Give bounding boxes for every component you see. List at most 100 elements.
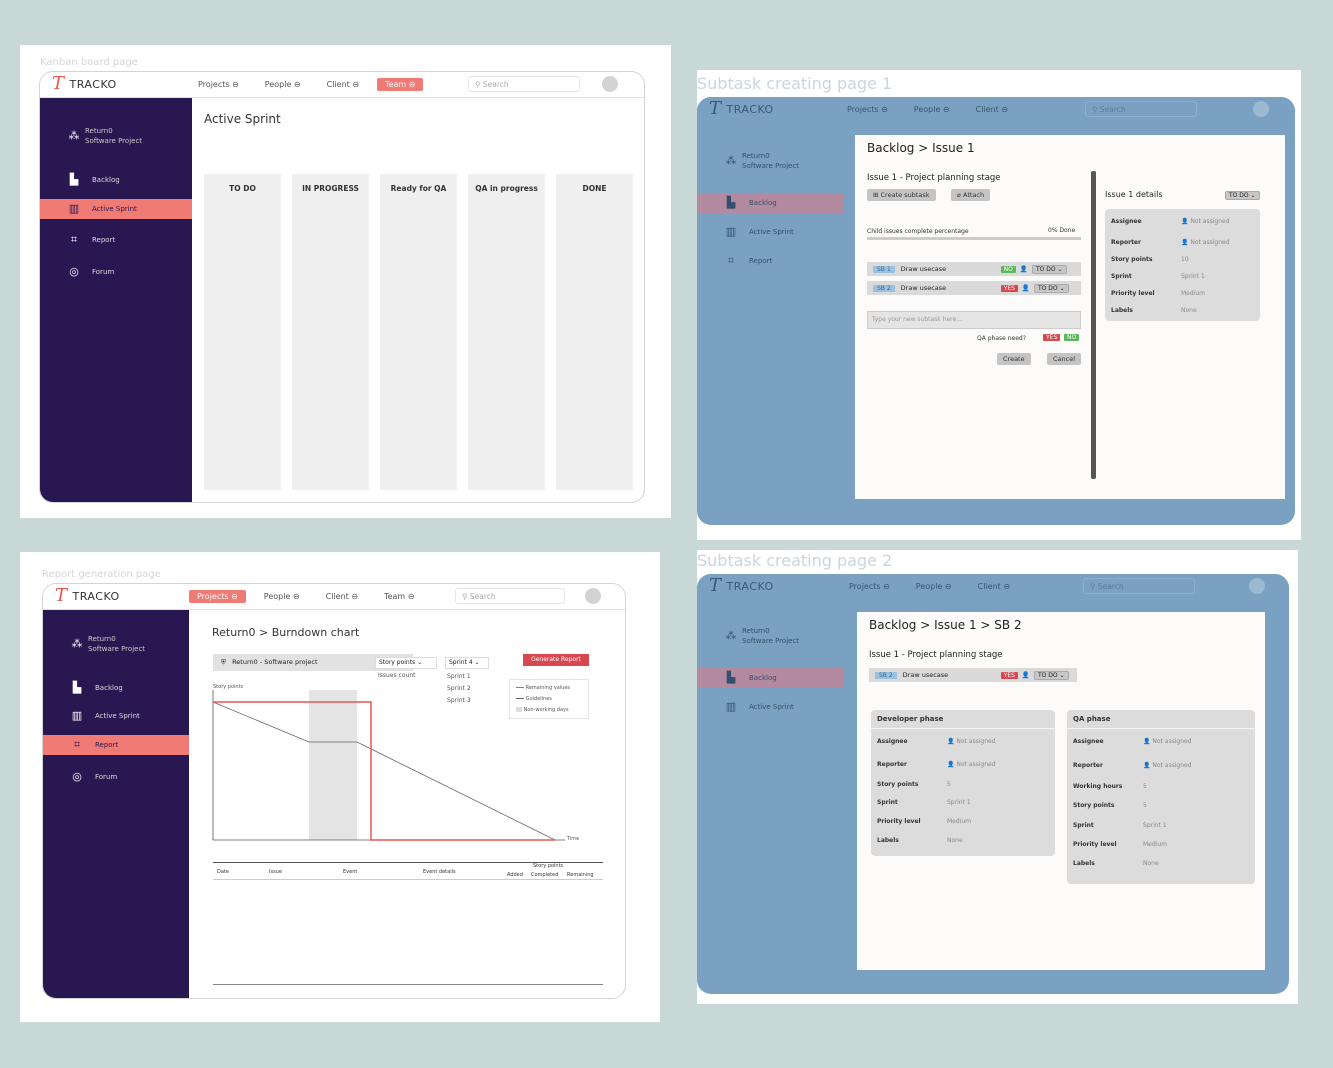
nav-client[interactable]: Client ⊖ [325,592,359,601]
sidebar-item-forum[interactable]: ◎ Forum [72,770,118,783]
issue-title: Issue 1 - Project planning stage [869,650,1003,660]
top-bar: T TRACKO Projects ⊖ People ⊖ Client ⊖ Tea… [40,72,644,98]
create-button[interactable]: Create [997,353,1031,365]
app-window: T TRACKO Projects ⊖ People ⊖ Client ⊖ ⚲ S… [697,97,1295,525]
sidebar-item-active-sprint[interactable]: ▥ Active Sprint [71,709,140,722]
column-done[interactable]: DONE [556,174,633,490]
col-completed: Completed [531,872,559,878]
sidebar-item-active-sprint[interactable]: ▥ Active Sprint [40,199,192,219]
main-nav: Projects ⊖ People ⊖ Client ⊖ [839,103,1026,116]
project-info: ⁂ Return0 Software Project [71,635,146,653]
nav-people[interactable]: People ⊖ [915,582,952,591]
nav-projects[interactable]: Projects ⊖ [849,582,890,591]
column-in-progress[interactable]: IN PROGRESS [292,174,369,490]
subtask-row[interactable]: SB 2 Draw usecase YES 👤 TO DO ⌄ [869,668,1077,682]
search-input[interactable]: ⚲ Search [1085,101,1197,117]
sidebar-item-active-sprint[interactable]: ▥ Active Sprint [725,225,794,238]
qa-no-button[interactable]: NO [1064,334,1080,341]
nav-team[interactable]: Team ⊖ [384,592,415,601]
avatar[interactable] [602,76,618,92]
app-window: T TRACKO Projects ⊖ People ⊖ Client ⊖ ⚲ S… [697,574,1289,994]
nav-people[interactable]: People ⊖ [263,592,300,601]
project-info: ⁂ Return0 Software Project [68,127,143,145]
status-dropdown[interactable]: TO DO ⌄ [1034,283,1069,293]
cancel-button[interactable]: Cancel [1047,353,1082,365]
details-status-dropdown[interactable]: TO DO ⌄ [1225,191,1260,200]
nav-people[interactable]: People ⊖ [264,80,301,89]
logo: T TRACKO [52,73,117,94]
metric-option[interactable]: Issues count [378,672,416,679]
report-icon: ⌗ [73,738,81,751]
nav-client[interactable]: Client ⊖ [977,582,1011,591]
qa-phase-title: QA phase [1067,710,1255,729]
generate-report-button[interactable]: Generate Report [523,654,589,666]
nav-projects[interactable]: Projects ⊖ [847,105,888,114]
detail-assignee: Assignee 👤 Not assigned [1111,218,1230,225]
project-select[interactable]: ⛨ Return0 - Software project [213,654,413,671]
subtask-row[interactable]: SB 2 Draw usecase YES 👤 TO DO ⌄ [867,281,1081,295]
column-todo[interactable]: TO DO [204,174,281,490]
nav-projects[interactable]: Projects ⊖ [198,80,239,89]
subtask-page-2-panel: Subtask creating page 2 T TRACKO Projects… [697,550,1298,1004]
new-subtask-input[interactable]: Type your new subtask here... [867,311,1081,329]
sidebar: ⁂ Return0 Software Project ▙ Backlog ▥ Activ… [43,610,189,998]
top-bar: T TRACKO Projects ⊖ People ⊖ Client ⊖ Tea… [43,584,625,610]
nav-projects[interactable]: Projects ⊖ [189,590,246,603]
metric-select[interactable]: Story points ⌄ [375,657,437,669]
detail-sprint: Sprint Sprint 1 [1111,273,1205,280]
sprint-option[interactable]: Sprint 1 [447,673,471,680]
column-ready-for-qa[interactable]: Ready for QA [380,174,457,490]
sidebar-item-report[interactable]: ⌗ Report [40,230,192,250]
sidebar-item-backlog[interactable]: ▙ Backlog [72,681,123,694]
subtask-row[interactable]: SB 1 Draw usecase NO 👤 TO DO ⌄ [867,262,1081,276]
search-icon: ⚲ [462,592,468,601]
attach-button[interactable]: ⌀ Attach [951,189,991,201]
non-working-days-band [309,690,357,840]
sidebar-item-report[interactable]: ⌗ Report [697,251,843,271]
backlog-icon: ▙ [69,173,79,186]
subtask-id: SB 2 [873,284,895,292]
search-input[interactable]: ⚲ Search [468,76,580,92]
details-title: Issue 1 details [1105,190,1163,199]
search-input[interactable]: ⚲ Search [455,588,565,604]
board-icon: ▥ [71,709,83,722]
sidebar-item-forum[interactable]: ◎ Forum [69,265,115,278]
nav-client[interactable]: Client ⊖ [326,80,360,89]
report-panel: Report generation page T TRACKO Projects … [20,552,660,1022]
qa-reporter: Reporter 👤 Not assigned [1073,762,1192,769]
sidebar-item-backlog[interactable]: ▙ Backlog [697,193,843,213]
col-date: Date [217,869,229,875]
report-icon: ⌗ [70,233,78,246]
sidebar-item-report[interactable]: ⌗ Report [43,735,189,755]
sidebar-item-backlog[interactable]: ▙ Backlog [697,668,843,688]
sprint-select[interactable]: Sprint 4 ⌄ [445,657,489,669]
create-subtask-button[interactable]: ⊞ Create subtask [867,189,936,201]
scrollbar[interactable] [1091,171,1096,479]
dev-priority: Priority level Medium [877,818,971,825]
qa-yes-button[interactable]: YES [1043,334,1061,341]
nav-people[interactable]: People ⊖ [913,105,950,114]
search-input[interactable]: ⚲ Search [1083,578,1195,594]
issue-title: Issue 1 - Project planning stage [867,173,1001,183]
col-added: Added [507,872,523,878]
col-event-details: Event details [423,869,456,875]
kanban-panel: Kanban board page T TRACKO Projects ⊖ Peo… [20,45,671,518]
sidebar-item-backlog[interactable]: ▙ Backlog [69,173,120,186]
backlog-icon: ▙ [726,671,736,684]
nav-team[interactable]: Team ⊖ [377,78,424,91]
status-dropdown[interactable]: TO DO ⌄ [1031,264,1067,274]
legend-guidelines: Guidelines [516,696,552,702]
avatar[interactable] [1249,578,1265,594]
project-icon: ⁂ [725,629,737,642]
dev-assignee: Assignee 👤 Not assigned [877,738,996,745]
sprint-option[interactable]: Sprint 2 [447,685,471,692]
sidebar-item-active-sprint[interactable]: ▥ Active Sprint [725,700,794,713]
avatar[interactable] [585,588,601,604]
avatar[interactable] [1253,101,1269,117]
column-qa-in-progress[interactable]: QA in progress [468,174,545,490]
sprint-option[interactable]: Sprint 3 [447,697,471,704]
nav-client[interactable]: Client ⊖ [975,105,1009,114]
status-dropdown[interactable]: TO DO ⌄ [1034,670,1069,680]
project-icon: ⁂ [725,154,737,167]
col-issue: Issue [269,869,282,875]
